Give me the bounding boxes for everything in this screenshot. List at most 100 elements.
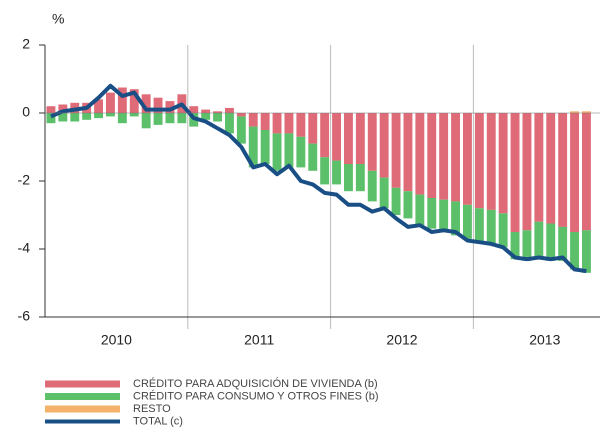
bar-segment: [106, 113, 115, 117]
bar-segment: [58, 104, 68, 113]
y-tick-label: 2: [22, 36, 30, 52]
bar-segment: [582, 230, 591, 273]
bar-segment: [379, 177, 389, 209]
bar-segment: [117, 113, 127, 124]
bar-segment: [236, 116, 246, 144]
bar-segment: [320, 157, 330, 185]
bar-segment: [153, 113, 163, 125]
bar-segment: [129, 113, 139, 117]
bar-segment: [570, 111, 579, 113]
bar-segment: [46, 106, 56, 113]
bar-segment: [522, 113, 532, 231]
bar-segment: [534, 221, 544, 260]
bar-segment: [486, 209, 496, 244]
bar-segment: [427, 198, 437, 229]
bar-segment: [308, 143, 318, 171]
bar-segment: [248, 113, 258, 127]
y-tick-label: -6: [18, 308, 31, 324]
bar-segment: [46, 113, 56, 124]
bar-segment: [367, 170, 377, 202]
bar-segment: [332, 160, 341, 185]
bar-segment: [546, 223, 556, 261]
legend-label: RESTO: [133, 403, 171, 415]
legend-swatch: [45, 380, 120, 388]
bar-segment: [213, 111, 222, 113]
bar-segment: [439, 199, 449, 231]
legend-label: CRÉDITO PARA ADQUISICIÓN DE VIVIENDA (b): [133, 377, 378, 390]
bar-segment: [498, 113, 508, 214]
bar-segment: [82, 113, 92, 120]
bar-segment: [403, 191, 413, 219]
bar-segment: [320, 113, 330, 158]
bar-segment: [534, 113, 544, 222]
bar-segment: [248, 126, 258, 168]
y-tick-label: -2: [18, 172, 31, 188]
bar-segment: [558, 113, 568, 227]
bar-segment: [272, 113, 282, 134]
bar-segment: [427, 113, 437, 198]
bar-segment: [474, 208, 484, 243]
bar-segment: [153, 97, 163, 113]
bar-segment: [498, 213, 508, 248]
bar-segment: [296, 113, 306, 137]
bar-segment: [106, 92, 115, 113]
legend-label: TOTAL (c): [133, 415, 183, 427]
bar-segment: [296, 136, 306, 168]
bar-segment: [355, 164, 365, 192]
bar-segment: [70, 113, 80, 122]
line: [50, 83, 587, 274]
bar-segment: [141, 113, 151, 129]
bar-segment: [58, 113, 68, 122]
bar-segment: [284, 113, 294, 134]
bar-segment: [260, 130, 270, 164]
bar-segment: [391, 113, 401, 188]
bar-segment: [486, 113, 496, 210]
bar-segment: [558, 226, 568, 261]
bar-segment: [165, 101, 175, 113]
bar-segment: [236, 113, 246, 117]
bar-segment: [570, 232, 579, 270]
bar-segment: [451, 113, 460, 202]
bar-segment: [213, 113, 222, 122]
bar-segment: [260, 113, 270, 130]
bar-segment: [463, 204, 472, 239]
bar-segment: [129, 89, 139, 113]
bar-segment: [367, 113, 377, 171]
bar-segment: [201, 113, 211, 120]
legend-swatch: [45, 405, 120, 413]
bar-segment: [355, 113, 365, 164]
legend-label: CRÉDITO PARA CONSUMO Y OTROS FINES (b): [133, 389, 379, 402]
x-tick-label: 2010: [101, 332, 132, 348]
bar-segment: [415, 113, 425, 195]
y-tick-label: -4: [18, 240, 31, 256]
bar-segment: [379, 113, 389, 178]
bar-segment: [284, 133, 294, 168]
bar-segment: [415, 194, 425, 226]
bar-segment: [177, 113, 187, 124]
bar-segment: [570, 113, 579, 232]
bar-segment: [332, 113, 341, 161]
legend-swatch: [45, 393, 120, 400]
bar-segment: [546, 113, 556, 224]
bar-segment: [451, 201, 460, 236]
bar-segment: [141, 94, 151, 113]
bar-segment: [308, 113, 318, 144]
bar-segment: [522, 230, 532, 261]
bar-segment: [94, 113, 103, 119]
bar-segment: [94, 99, 103, 113]
y-tick-label: 0: [22, 104, 30, 120]
bar-segment: [272, 133, 282, 171]
bar-segment: [403, 113, 413, 192]
bar-segment: [439, 113, 449, 200]
bar-segment: [510, 232, 520, 260]
bar-segment: [463, 113, 472, 205]
bar-segment: [474, 113, 484, 209]
x-tick-label: 2013: [529, 332, 560, 348]
bar-segment: [117, 87, 127, 113]
x-tick-label: 2012: [386, 332, 417, 348]
bar-segment: [344, 164, 353, 192]
bar-segment: [510, 113, 520, 232]
bar-segment: [344, 113, 353, 164]
bar-segment: [165, 113, 175, 124]
